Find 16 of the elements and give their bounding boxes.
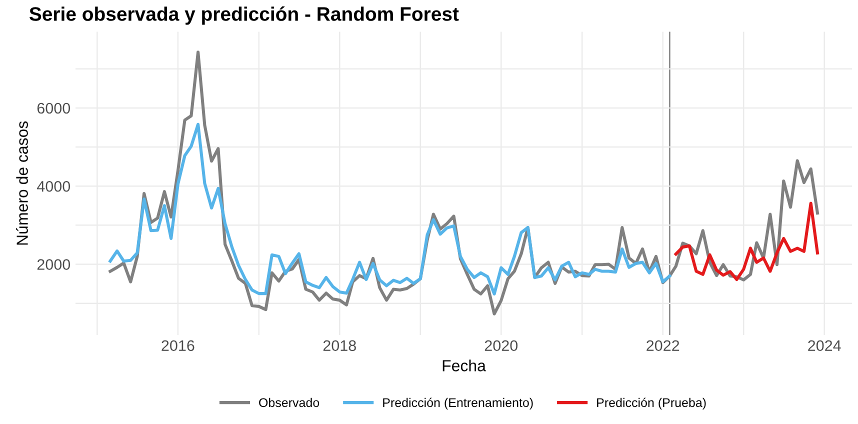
chart-title: Serie observada y predicción - Random Forest bbox=[29, 6, 459, 25]
y-tick-label: 6000 bbox=[37, 102, 70, 114]
y-axis-title: Número de casos bbox=[16, 121, 28, 245]
x-tick-label: 2022 bbox=[646, 340, 680, 352]
legend-label: Observado bbox=[259, 398, 320, 408]
x-tick-label: 2016 bbox=[162, 340, 194, 352]
y-tick-label: 2000 bbox=[37, 259, 70, 270]
x-tick-label: 2018 bbox=[323, 340, 356, 352]
x-tick-label: 2020 bbox=[484, 340, 518, 352]
x-axis-title: Fecha bbox=[442, 360, 486, 372]
legend-label: Predicción (Prueba) bbox=[597, 398, 706, 410]
legend-label: Predicción (Entrenamiento) bbox=[383, 398, 533, 410]
y-tick-label: 4000 bbox=[37, 180, 70, 192]
line-series bbox=[108, 122, 672, 296]
x-tick-label: 2024 bbox=[808, 340, 841, 352]
line-series bbox=[674, 202, 820, 282]
